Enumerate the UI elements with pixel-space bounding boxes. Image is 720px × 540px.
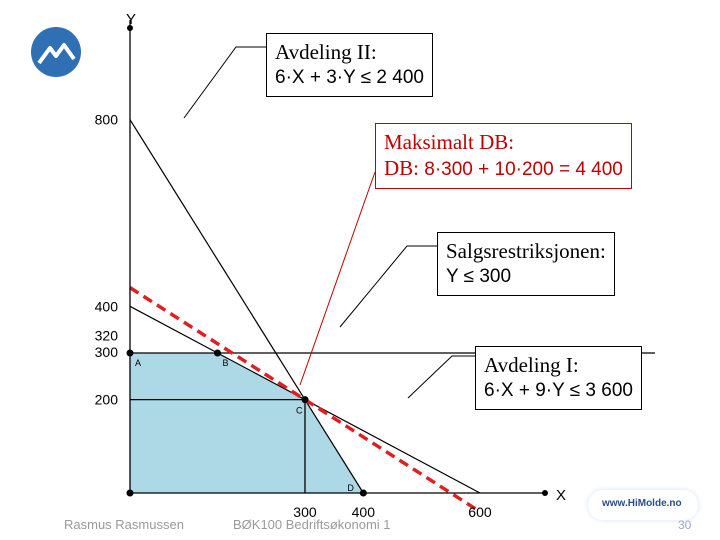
point-label-d: D xyxy=(347,483,354,493)
himolde-logo-icon xyxy=(30,26,82,83)
annotation-formula: 6·X + 3·Y ≤ 2 400 xyxy=(275,67,424,88)
footer-course: BØK100 Bedriftsøkonomi 1 xyxy=(233,517,391,532)
point-d xyxy=(359,489,367,497)
y-axis-label: Y xyxy=(126,11,136,28)
y-tick-label: 200 xyxy=(95,392,119,408)
objective-line xyxy=(129,286,481,514)
x-tick-label: 300 xyxy=(293,504,317,520)
annotation-title: Avdeling I: xyxy=(484,353,579,377)
annotation-formula: 8·300 + 10·200 = 4 400 xyxy=(424,159,623,180)
point-label-c: C xyxy=(296,406,303,416)
annotation-max-db: Maksimalt DB: DB: 8·300 + 10·200 = 4 400 xyxy=(375,123,632,189)
origin-dot xyxy=(126,489,134,497)
annotation-connector-3 xyxy=(407,355,475,399)
constraint-line-0 xyxy=(129,119,364,494)
annotation-salgsrestriksjon: Salgsrestriksjonen: Y ≤ 300 xyxy=(437,232,615,296)
y-tick-label: 800 xyxy=(95,112,119,128)
annotation-connector-2 xyxy=(339,245,437,328)
point-b xyxy=(213,349,221,357)
feasible-region xyxy=(130,352,364,493)
y-tick-label: 300 xyxy=(95,344,119,360)
annotation-connector-0 xyxy=(183,46,266,119)
point-c xyxy=(301,396,309,404)
x-tick-label: 400 xyxy=(352,504,376,520)
website-badge[interactable]: www.HiMolde.no xyxy=(588,490,698,520)
point-a xyxy=(126,349,134,357)
y-tick-label: 400 xyxy=(95,298,119,314)
page-number: 30 xyxy=(678,518,692,532)
y-axis-end-dot xyxy=(127,25,133,31)
point-label-a: A xyxy=(135,358,141,368)
x-tick-label: 600 xyxy=(468,504,492,520)
annotation-title: Avdeling II: xyxy=(275,40,377,64)
website-link[interactable]: www.HiMolde.no xyxy=(602,498,682,509)
footer-author: Rasmus Rasmussen xyxy=(64,517,184,532)
annotation-avdeling-1: Avdeling I: 6·X + 9·Y ≤ 3 600 xyxy=(475,346,642,410)
annotation-prefix: DB: xyxy=(384,156,425,180)
annotation-formula: 6·X + 9·Y ≤ 3 600 xyxy=(484,380,633,401)
annotation-connector-1 xyxy=(299,171,376,386)
annotation-title: Salgsrestriksjonen: xyxy=(446,239,606,263)
annotation-formula: Y ≤ 300 xyxy=(446,266,512,287)
x-axis-label: X xyxy=(556,487,566,504)
y-tick-label: 320 xyxy=(95,328,119,344)
x-axis-end-dot xyxy=(542,490,548,496)
annotation-avdeling-2: Avdeling II: 6·X + 3·Y ≤ 2 400 xyxy=(266,33,433,97)
point-label-b: B xyxy=(222,358,228,368)
annotation-title: Maksimalt DB: xyxy=(384,130,515,154)
